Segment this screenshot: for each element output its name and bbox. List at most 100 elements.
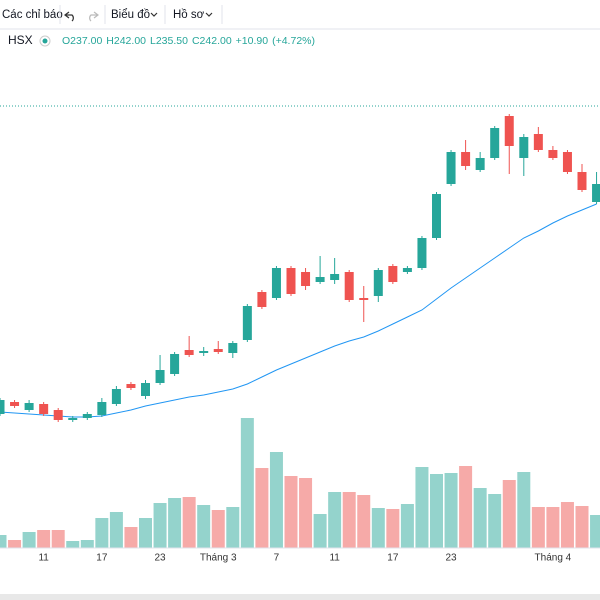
candle-body bbox=[446, 152, 456, 184]
candle-body bbox=[271, 268, 281, 298]
volume-bar bbox=[531, 507, 545, 548]
candle-body bbox=[373, 270, 383, 296]
volume-bar bbox=[153, 503, 167, 548]
volume-bar bbox=[197, 505, 211, 548]
candle-body bbox=[82, 414, 92, 418]
legend-value: C242.00 bbox=[192, 35, 232, 47]
volume-bar bbox=[459, 466, 473, 548]
candle-body bbox=[0, 400, 5, 414]
volume-bar bbox=[269, 452, 283, 548]
volume-bar bbox=[386, 509, 400, 548]
x-tick-label: 17 bbox=[387, 553, 399, 564]
chevron bbox=[150, 12, 158, 17]
candle-body bbox=[24, 403, 34, 410]
volume-bar bbox=[66, 541, 80, 548]
x-tick-label: Tháng 3 bbox=[200, 553, 237, 564]
volume-bar bbox=[342, 492, 356, 548]
volume-bar bbox=[182, 497, 196, 548]
undo-icon[interactable] bbox=[64, 11, 74, 22]
candle-body bbox=[39, 404, 49, 414]
legend-value: +10.90 bbox=[236, 35, 269, 47]
volume-bar bbox=[240, 418, 254, 548]
candle-body bbox=[388, 266, 398, 282]
volume-bar bbox=[8, 540, 22, 548]
volume-bar bbox=[575, 506, 589, 548]
candle-body bbox=[461, 152, 471, 166]
candle-body bbox=[519, 137, 529, 158]
candle-body bbox=[533, 134, 543, 150]
volume-bar bbox=[37, 530, 51, 548]
volume-bar bbox=[517, 472, 531, 548]
volume-bar bbox=[124, 527, 138, 548]
volume-bar bbox=[95, 518, 109, 548]
candle-body bbox=[10, 402, 20, 406]
candle-body bbox=[562, 152, 572, 172]
volume-bar bbox=[255, 468, 269, 548]
candle-body bbox=[111, 389, 121, 404]
candle-body bbox=[577, 172, 587, 190]
candle-body bbox=[242, 306, 252, 340]
volume-bar bbox=[371, 508, 385, 548]
candle-body bbox=[170, 354, 180, 374]
volume-bar bbox=[284, 476, 298, 548]
x-tick-label: 17 bbox=[96, 553, 108, 564]
x-tick-label: 11 bbox=[329, 553, 340, 564]
x-tick-label: 23 bbox=[154, 553, 166, 564]
volume-bar bbox=[168, 498, 182, 548]
legend-value: O237.00 bbox=[62, 35, 102, 47]
profile-menu[interactable]: Hồ sơ bbox=[173, 9, 205, 21]
candle-body bbox=[184, 350, 194, 355]
candle-body bbox=[417, 238, 427, 268]
volume-bar bbox=[560, 502, 574, 548]
volume-bar bbox=[473, 488, 487, 548]
x-tick-label: 11 bbox=[38, 553, 49, 564]
chart-menu[interactable]: Biểu đồ bbox=[111, 9, 150, 21]
bottom-bar bbox=[0, 594, 600, 600]
volume-bar bbox=[444, 473, 458, 548]
volume-bar bbox=[226, 507, 240, 548]
candle-body bbox=[155, 370, 165, 383]
volume-bar bbox=[400, 504, 414, 548]
volume-bar bbox=[139, 518, 152, 548]
legend-value: H242.00 bbox=[106, 35, 146, 47]
legend-value: (+4.72%) bbox=[272, 35, 315, 47]
candle-body bbox=[490, 128, 500, 158]
volume-bar bbox=[299, 478, 313, 548]
candle-body bbox=[548, 150, 558, 158]
candle-body bbox=[213, 349, 223, 352]
volume-bar bbox=[313, 514, 327, 548]
volume-bar bbox=[357, 495, 371, 548]
volume-bar bbox=[430, 474, 443, 548]
volume-bar bbox=[415, 467, 429, 548]
candle-body bbox=[344, 272, 354, 300]
candle-body bbox=[402, 268, 412, 272]
volume-bar bbox=[109, 512, 123, 548]
candle-body bbox=[432, 194, 441, 238]
volume-bar bbox=[546, 507, 560, 548]
candle-body bbox=[504, 116, 514, 146]
volume-bar bbox=[328, 492, 342, 548]
x-tick-label: Tháng 4 bbox=[535, 553, 572, 564]
candle-body bbox=[330, 274, 340, 280]
x-tick-label: 7 bbox=[274, 553, 280, 564]
candle-body bbox=[141, 383, 150, 396]
symbol-exchange: HSX bbox=[8, 33, 33, 47]
candle-body bbox=[301, 272, 311, 286]
redo-icon[interactable] bbox=[89, 11, 99, 22]
candle-body bbox=[286, 268, 296, 294]
candle-body bbox=[592, 184, 600, 202]
volume-bar bbox=[22, 532, 36, 548]
candle-body bbox=[53, 410, 63, 420]
candle-body bbox=[315, 277, 325, 282]
ohlc-legend: O237.00 H242.00 L235.50 C242.00 +10.90 (+4.72… bbox=[62, 35, 315, 47]
indicators-button[interactable]: Các chỉ báo bbox=[2, 9, 63, 21]
x-tick-label: 23 bbox=[445, 553, 457, 564]
volume-bar bbox=[590, 515, 600, 548]
candle-body bbox=[228, 343, 238, 353]
candle-body bbox=[68, 418, 78, 420]
volume-bar bbox=[488, 494, 502, 548]
candle-body bbox=[257, 292, 267, 307]
status-dot bbox=[42, 38, 48, 44]
